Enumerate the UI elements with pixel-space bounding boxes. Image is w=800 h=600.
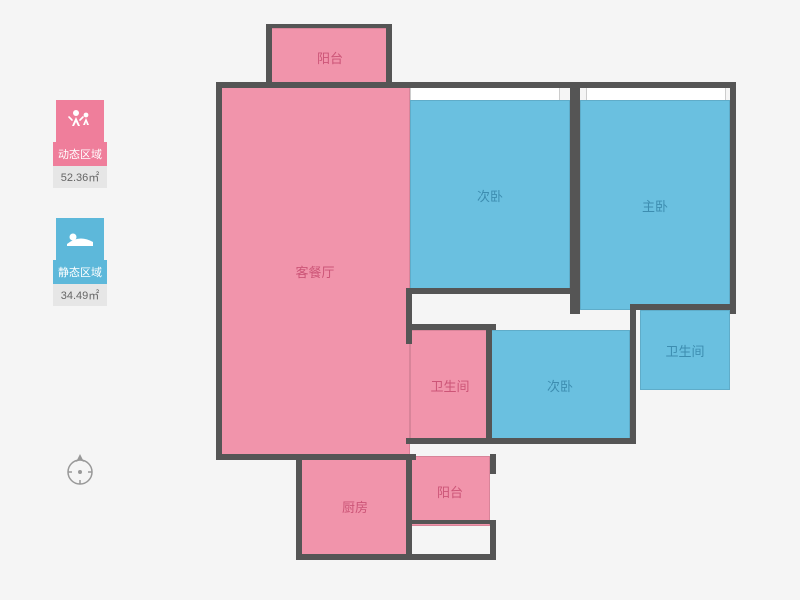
wall-segment — [570, 88, 580, 314]
legend-dynamic: 动态区域 52.36㎡ — [50, 100, 110, 188]
compass-icon — [60, 450, 100, 490]
wall-segment — [406, 288, 412, 344]
room-sec-bed-2: 次卧 — [490, 330, 630, 440]
wall-segment — [406, 438, 636, 444]
wall-segment — [216, 454, 416, 460]
legend-static-value: 34.49㎡ — [53, 284, 107, 306]
legend-dynamic-label: 动态区域 — [53, 142, 107, 166]
room-label: 阳台 — [437, 482, 463, 501]
static-sleep-icon — [56, 218, 104, 260]
room-sec-bed-1: 次卧 — [410, 100, 570, 290]
floor-plan: 阳台客餐厅卫生间厨房阳台次卧主卧卫生间次卧 — [210, 20, 770, 580]
wall-segment — [406, 520, 496, 524]
wall-segment — [490, 454, 496, 474]
room-balcony-bot: 阳台 — [410, 456, 490, 526]
room-label: 阳台 — [317, 48, 343, 67]
wall-segment — [486, 324, 492, 444]
wall-segment — [490, 520, 496, 560]
room-bathroom-1: 卫生间 — [410, 330, 490, 440]
room-master-bed: 主卧 — [580, 100, 730, 310]
legend-static-label: 静态区域 — [53, 260, 107, 284]
wall-segment — [296, 456, 302, 560]
wall-segment — [406, 288, 576, 294]
room-balcony-top: 阳台 — [270, 28, 390, 86]
wall-segment — [216, 82, 414, 88]
wall-segment — [266, 24, 272, 86]
legend-dynamic-value: 52.36㎡ — [53, 166, 107, 188]
wall-segment — [266, 24, 390, 28]
room-kitchen: 厨房 — [300, 456, 410, 556]
wall-segment — [386, 24, 392, 86]
room-bathroom-2: 卫生间 — [640, 310, 730, 390]
room-label: 次卧 — [477, 186, 503, 205]
wall-segment — [216, 82, 222, 460]
legend-panel: 动态区域 52.36㎡ 静态区域 34.49㎡ — [50, 100, 110, 336]
room-living-dining: 客餐厅 — [220, 86, 410, 456]
room-label: 卫生间 — [430, 376, 469, 395]
wall-segment — [296, 554, 496, 560]
wall-segment — [630, 304, 736, 310]
wall-segment — [730, 82, 736, 314]
wall-segment — [630, 304, 636, 444]
wall-segment — [406, 324, 496, 330]
dynamic-people-icon — [56, 100, 104, 142]
wall-segment — [406, 456, 412, 560]
room-label: 客餐厅 — [295, 262, 334, 281]
room-label: 次卧 — [547, 376, 573, 395]
room-label: 厨房 — [342, 497, 368, 516]
room-label: 卫生间 — [665, 341, 704, 360]
room-label: 主卧 — [642, 196, 668, 215]
legend-static: 静态区域 34.49㎡ — [50, 218, 110, 306]
